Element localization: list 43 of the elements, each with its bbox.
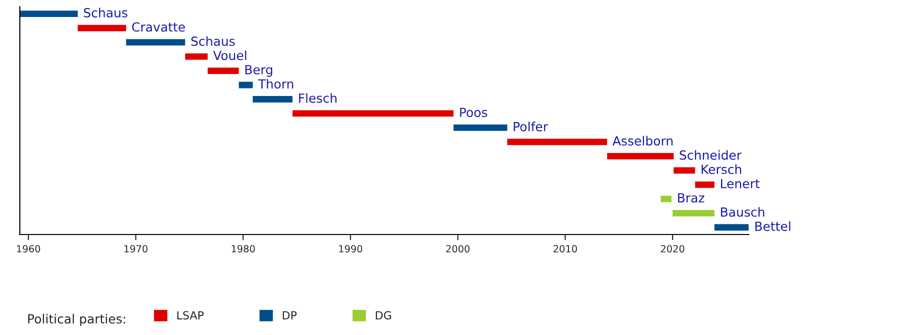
y-tick-label: Asselborn bbox=[612, 136, 673, 146]
x-tick-label: 2010 bbox=[554, 245, 577, 252]
y-tick-label: Bausch bbox=[721, 207, 764, 217]
y-tick-label: Flesch bbox=[299, 93, 336, 103]
legend-label: DG bbox=[376, 311, 392, 320]
bar bbox=[607, 152, 674, 160]
y-tick-label: Lenert bbox=[721, 179, 760, 188]
y-tick-label: Bettel bbox=[755, 221, 790, 232]
bar bbox=[20, 10, 78, 18]
legend-label: LSAP bbox=[177, 311, 204, 320]
y-tick-label: Vouel bbox=[213, 50, 246, 60]
y-tick-label: Schaus bbox=[191, 36, 235, 46]
x-tick-label: 1970 bbox=[124, 245, 148, 252]
y-tick-label: Braz bbox=[678, 193, 704, 203]
y-tick-label: Poos bbox=[460, 108, 488, 118]
y-tick-label: Kersch bbox=[702, 164, 742, 174]
bar bbox=[78, 24, 126, 32]
bar bbox=[238, 82, 253, 88]
bar bbox=[252, 96, 293, 102]
x-tick-label: 1960 bbox=[17, 245, 40, 252]
bar bbox=[292, 110, 454, 117]
bar bbox=[695, 181, 714, 188]
legend-label: DP bbox=[282, 311, 297, 320]
y-tick-label: Cravatte bbox=[132, 22, 185, 32]
bar bbox=[674, 167, 696, 174]
y-tick-label: Berg bbox=[245, 65, 272, 77]
bar bbox=[672, 210, 714, 216]
y-tick-label: Schneider bbox=[680, 150, 742, 160]
bar bbox=[714, 224, 749, 231]
bar bbox=[660, 196, 672, 202]
y-tick-label: Schaus bbox=[84, 8, 128, 18]
x-tick-label: 2000 bbox=[446, 245, 470, 252]
bar bbox=[208, 68, 239, 74]
bar bbox=[185, 53, 208, 60]
bar bbox=[454, 124, 508, 131]
legend-title: Political parties: bbox=[28, 314, 126, 326]
x-tick-label: 2020 bbox=[660, 245, 684, 252]
x-tick-label: 1990 bbox=[339, 245, 362, 252]
x-tick-label: 1980 bbox=[232, 245, 255, 252]
y-tick-label: Polfer bbox=[514, 122, 548, 132]
y-tick-label: Thorn bbox=[258, 78, 294, 89]
bar bbox=[126, 39, 186, 46]
bar bbox=[507, 138, 608, 146]
